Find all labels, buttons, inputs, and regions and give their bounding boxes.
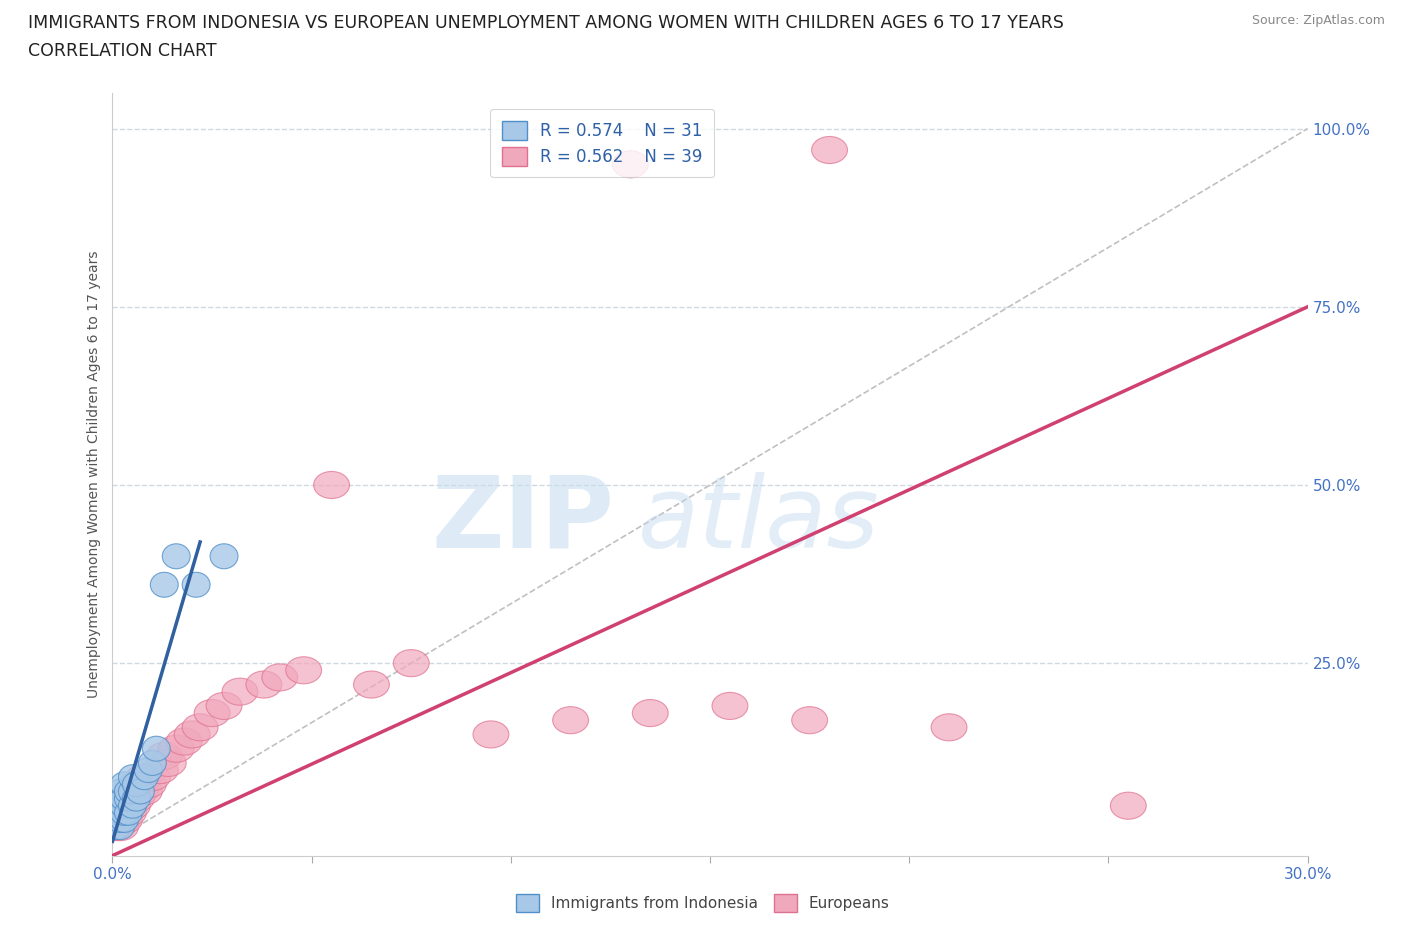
Legend: R = 0.574    N = 31, R = 0.562    N = 39: R = 0.574 N = 31, R = 0.562 N = 39 xyxy=(491,109,714,178)
Text: IMMIGRANTS FROM INDONESIA VS EUROPEAN UNEMPLOYMENT AMONG WOMEN WITH CHILDREN AGE: IMMIGRANTS FROM INDONESIA VS EUROPEAN UN… xyxy=(28,14,1064,32)
Y-axis label: Unemployment Among Women with Children Ages 6 to 17 years: Unemployment Among Women with Children A… xyxy=(87,250,101,698)
Text: Source: ZipAtlas.com: Source: ZipAtlas.com xyxy=(1251,14,1385,27)
Legend: Immigrants from Indonesia, Europeans: Immigrants from Indonesia, Europeans xyxy=(510,888,896,918)
Text: atlas: atlas xyxy=(638,472,880,568)
Text: ZIP: ZIP xyxy=(432,472,614,568)
Text: CORRELATION CHART: CORRELATION CHART xyxy=(28,42,217,60)
